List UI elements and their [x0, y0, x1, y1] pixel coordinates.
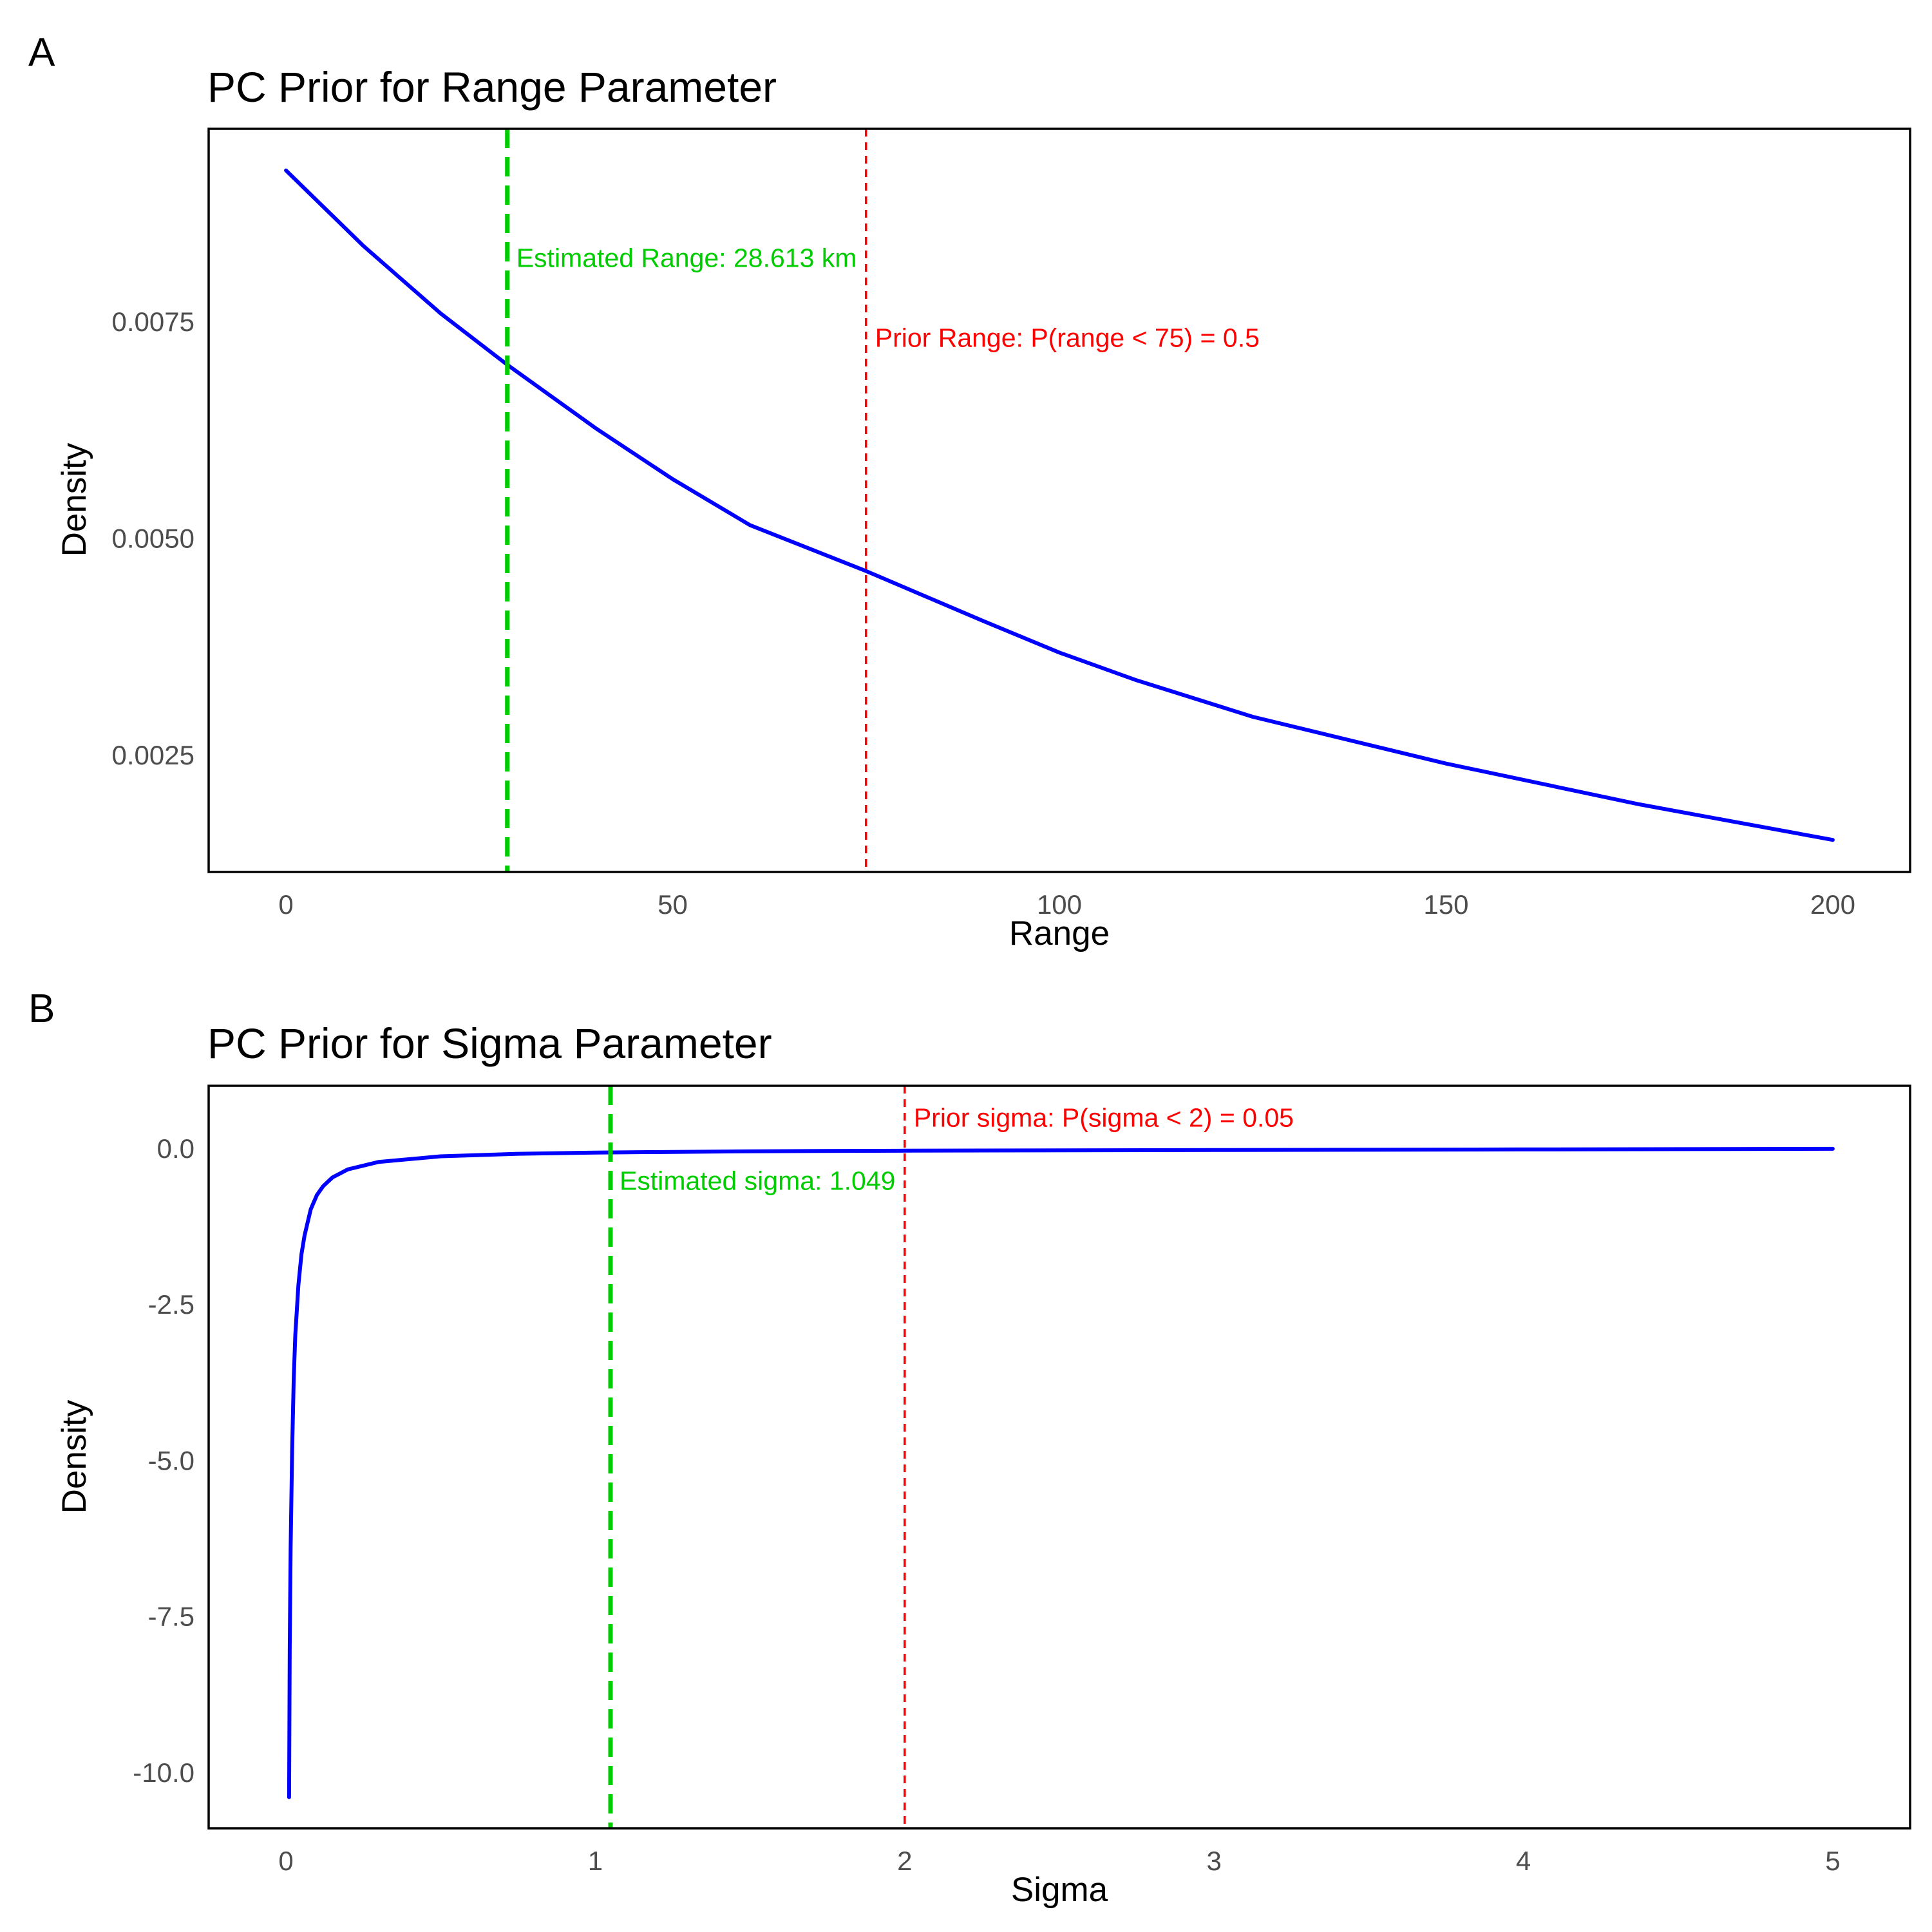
- y-tick-label: -7.5: [148, 1602, 194, 1632]
- chart-title: PC Prior for Sigma Parameter: [207, 1019, 772, 1067]
- density-curve: [284, 168, 1835, 842]
- panel-border: [207, 1084, 1911, 1830]
- x-axis-title: Sigma: [1011, 1871, 1108, 1909]
- plot-area: Estimated Range: 28.613 km Prior Range: P…: [112, 128, 1911, 920]
- y-tick-label: 0.0075: [112, 307, 194, 337]
- plot-area: Estimated sigma: 1.049 Prior sigma: P(sig…: [133, 1084, 1911, 1876]
- x-tick-label: 50: [658, 889, 688, 920]
- prior-label: Prior sigma: P(sigma < 2) = 0.05: [914, 1103, 1294, 1132]
- x-tick-label: 2: [897, 1846, 912, 1876]
- prior-label: Prior Range: P(range < 75) = 0.5: [875, 323, 1260, 353]
- y-tick-label: -10.0: [133, 1757, 194, 1788]
- x-tick-label: 150: [1423, 889, 1468, 920]
- panel-label: A: [28, 30, 55, 75]
- panel-b: B PC Prior for Sigma Parameter Estimated…: [28, 987, 1911, 1909]
- panel-a: A PC Prior for Range Parameter Estimated…: [28, 30, 1911, 952]
- y-axis-title: Density: [55, 442, 93, 556]
- estimate-label: Estimated Range: 28.613 km: [516, 243, 857, 273]
- panel-border: [207, 128, 1911, 873]
- x-tick-label: 0: [278, 889, 293, 920]
- x-tick-label: 100: [1037, 889, 1082, 920]
- density-curve: [287, 1146, 1835, 1799]
- panel-label: B: [28, 987, 55, 1031]
- x-axis-title: Range: [1009, 914, 1110, 952]
- y-axis-title: Density: [55, 1399, 93, 1513]
- x-tick-label: 200: [1810, 889, 1855, 920]
- y-tick-label: -2.5: [148, 1289, 194, 1320]
- y-tick-label: -5.0: [148, 1445, 194, 1475]
- y-tick-label: 0.0025: [112, 740, 194, 770]
- chart-title: PC Prior for Range Parameter: [207, 63, 777, 111]
- y-tick-label: 0.0: [157, 1133, 194, 1164]
- estimate-label: Estimated sigma: 1.049: [620, 1166, 895, 1195]
- x-tick-label: 4: [1516, 1846, 1531, 1876]
- x-tick-label: 1: [588, 1846, 603, 1876]
- x-tick-label: 5: [1825, 1846, 1840, 1876]
- y-tick-label: 0.0050: [112, 524, 194, 554]
- x-tick-label: 0: [278, 1846, 293, 1876]
- x-tick-label: 3: [1207, 1846, 1222, 1876]
